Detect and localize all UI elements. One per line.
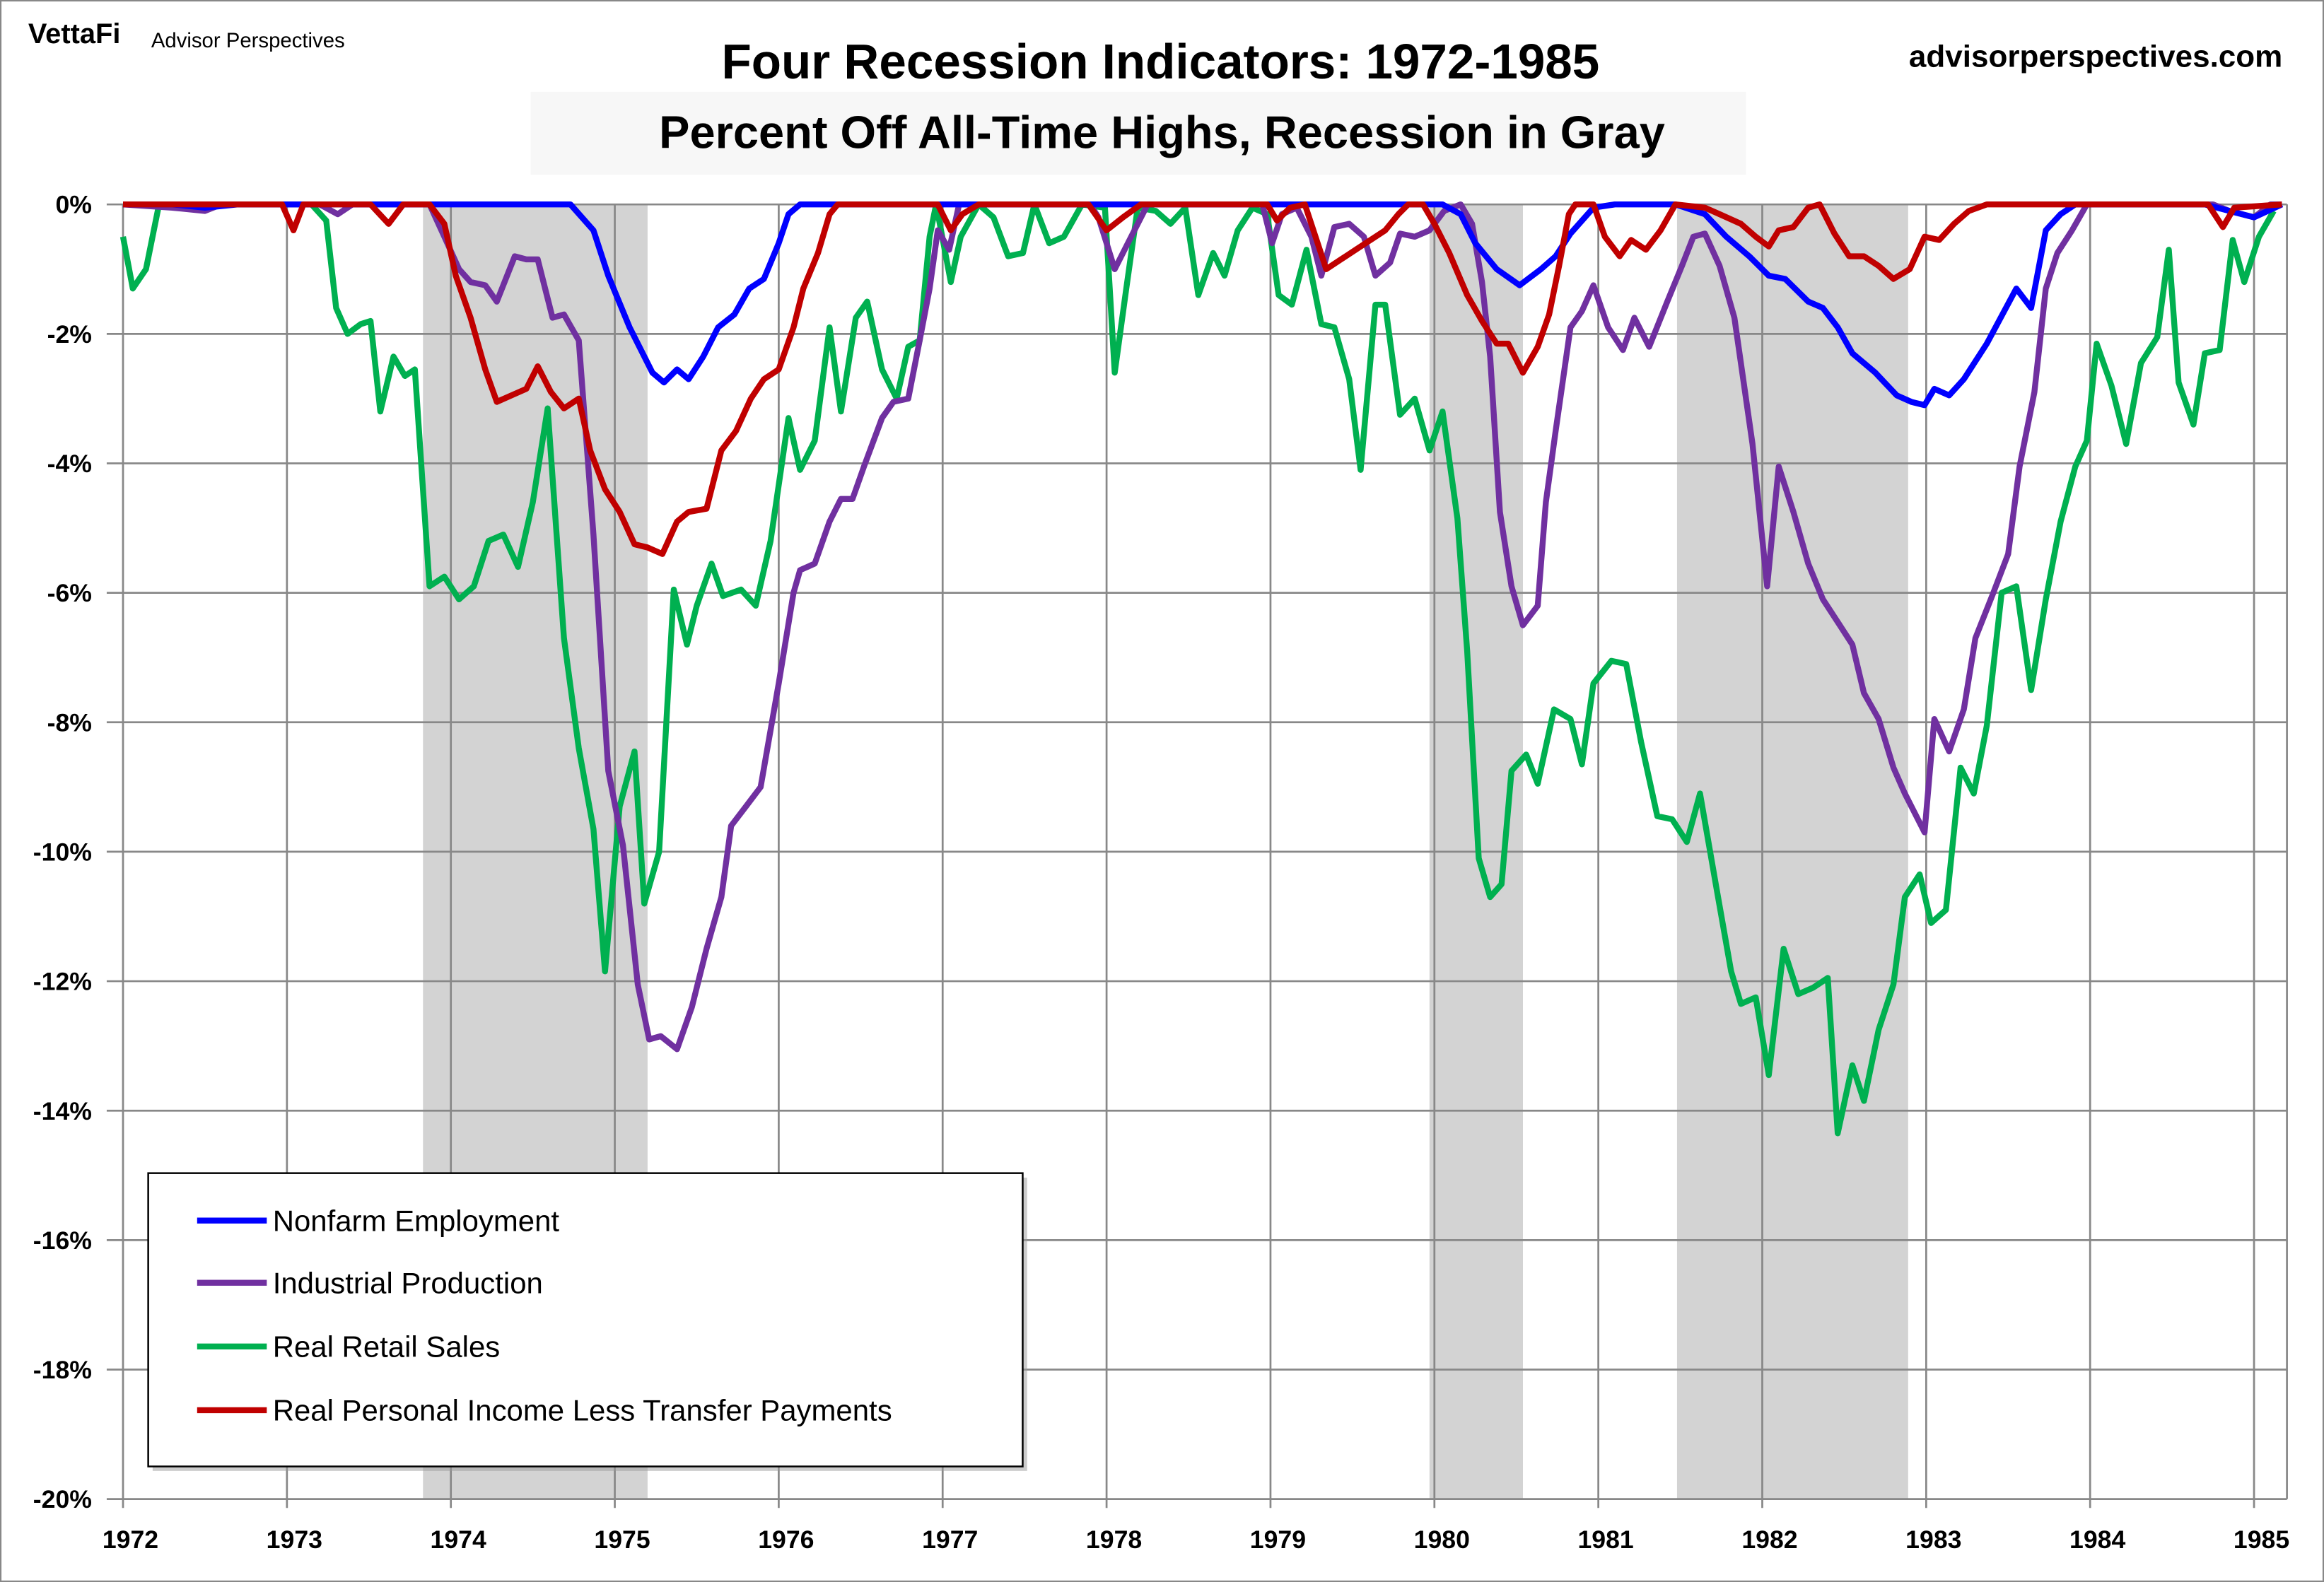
x-tick-label: 1973	[267, 1525, 322, 1554]
y-tick-label: -18%	[33, 1356, 92, 1384]
x-tick-label: 1978	[1086, 1525, 1142, 1554]
x-tick-label: 1975	[594, 1525, 650, 1554]
x-tick-label: 1979	[1250, 1525, 1306, 1554]
legend: Nonfarm Employment Industrial Production R…	[147, 1172, 1027, 1471]
site-url: advisorperspectives.com	[1909, 39, 2282, 74]
x-tick-label: 1976	[758, 1525, 814, 1554]
x-tick-label: 1983	[1905, 1525, 1961, 1554]
series-line-industrial-production	[122, 201, 2282, 1053]
y-tick-label: -16%	[33, 1226, 92, 1255]
legend-label: Real Personal Income Less Transfer Payme…	[273, 1394, 892, 1427]
y-tick-label: -8%	[47, 708, 92, 737]
series-lines	[119, 201, 2284, 1137]
y-tick-label: -20%	[33, 1485, 92, 1513]
chart-subtitle: Percent Off All-Time Highs, Recession in…	[659, 107, 1665, 158]
chart-title: Four Recession Indicators: 1972-1985	[722, 34, 1600, 89]
x-tick-label: 1985	[2234, 1525, 2289, 1554]
y-tick-label: -2%	[47, 320, 92, 348]
series-line-real-personal-income-less-transfer-payments	[122, 201, 2282, 557]
x-tick-label: 1977	[922, 1525, 978, 1554]
y-tick-label: -12%	[33, 968, 92, 996]
legend-label: Nonfarm Employment	[273, 1204, 560, 1237]
legend-label: Real Retail Sales	[273, 1330, 501, 1363]
y-axis-ticks: 0% -2% -4% -6% -8% -10% -12% -14% -16% -18% -20%	[33, 191, 92, 1513]
x-tick-label: 1981	[1577, 1525, 1633, 1554]
y-tick-label: -10%	[33, 838, 92, 866]
logo-brand: VettaFi	[28, 18, 121, 49]
x-tick-label: 1980	[1414, 1525, 1470, 1554]
y-tick-label: -4%	[47, 450, 92, 478]
x-tick-label: 1982	[1741, 1525, 1797, 1554]
subtitle-background	[530, 91, 1746, 175]
y-tick-label: 0%	[55, 191, 92, 219]
x-tick-label: 1974	[431, 1525, 486, 1554]
logo-subtitle: Advisor Perspectives	[151, 29, 345, 52]
legend-label: Industrial Production	[273, 1266, 543, 1299]
y-tick-label: -6%	[47, 579, 92, 607]
x-axis-ticks: 1972 1973 1974 1975 1976 1977 1978 1979 1980 1981…	[103, 1525, 2289, 1554]
y-tick-label: -14%	[33, 1097, 92, 1125]
x-tick-label: 1984	[2069, 1525, 2125, 1554]
x-tick-label: 1972	[103, 1525, 158, 1554]
